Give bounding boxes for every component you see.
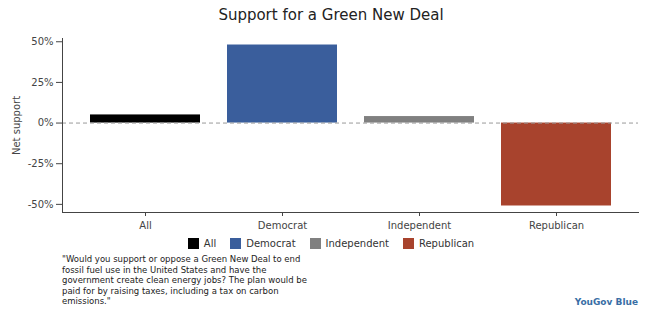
svg-text:-25%: -25% [28,158,54,169]
svg-text:50%: 50% [31,36,53,47]
html-text:Democrat: Democrat [246,237,296,249]
html-text:YouGov Blue: YouGov Blue [574,296,638,307]
html-text:"Would you support or oppose a: "Would you support or oppose a Green New… [62,254,307,306]
html-text:Support for a Green New Deal: Support for a Green New Deal [218,6,444,24]
svg-text:Republican: Republican [529,220,584,231]
svg-text:Independent: Independent [388,220,451,231]
svg-text:All: All [139,220,151,231]
svg-text:Net support: Net support [11,96,22,155]
html-text:Independent: Independent [325,237,389,249]
html-text:All: All [203,237,217,249]
svg-text:Democrat: Democrat [258,220,307,231]
svg-text:25%: 25% [31,77,53,88]
html-text:Republican: Republican [419,237,475,249]
svg-text:-50%: -50% [28,199,54,210]
svg-text:0%: 0% [38,117,54,128]
